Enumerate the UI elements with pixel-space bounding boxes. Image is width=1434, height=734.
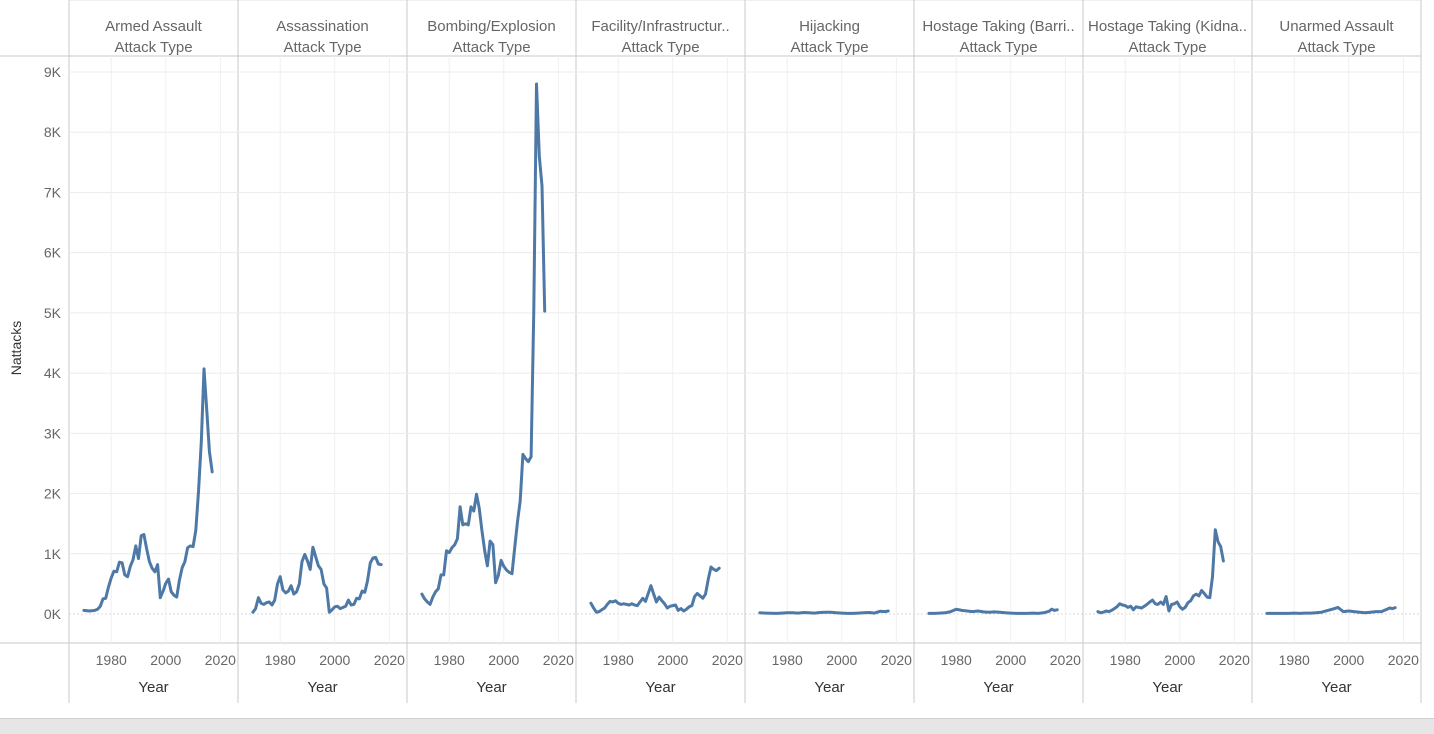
panel-header-field: Attack Type bbox=[621, 39, 699, 56]
x-axis-title: Year bbox=[307, 679, 337, 696]
panel-header-name: Hijacking bbox=[799, 18, 860, 35]
panel-header-name: Bombing/Explosion bbox=[427, 18, 555, 35]
panel-header-name: Assassination bbox=[276, 18, 369, 35]
x-tick-label: 2000 bbox=[826, 652, 857, 668]
panel-header-field: Attack Type bbox=[283, 39, 361, 56]
series-line[interactable] bbox=[589, 565, 721, 614]
x-axis-title: Year bbox=[983, 679, 1013, 696]
panel-headers: Armed Assault Attack Type Assassination Att… bbox=[105, 18, 1394, 56]
x-tick-label: 2020 bbox=[1050, 652, 1081, 668]
x-tick-label: 1980 bbox=[434, 652, 465, 668]
y-tick-label: 2K bbox=[44, 486, 62, 502]
x-tick-label: 2020 bbox=[1388, 652, 1419, 668]
panel-header-name: Hostage Taking (Kidna.. bbox=[1088, 18, 1247, 35]
y-tick-label: 8K bbox=[44, 124, 62, 140]
x-tick-label: 2020 bbox=[1219, 652, 1250, 668]
x-tick-label: 2000 bbox=[995, 652, 1026, 668]
x-tick-label: 1980 bbox=[772, 652, 803, 668]
panel-header-field: Attack Type bbox=[452, 39, 530, 56]
bottom-scroll-strip bbox=[0, 718, 1434, 734]
x-tick-label: 2020 bbox=[881, 652, 912, 668]
series-line[interactable] bbox=[1265, 605, 1397, 615]
x-tick-label: 2000 bbox=[1333, 652, 1364, 668]
x-axis-title: Year bbox=[645, 679, 675, 696]
series-line[interactable] bbox=[1096, 528, 1225, 615]
series-lines bbox=[82, 82, 1397, 615]
panel-header-field: Attack Type bbox=[114, 39, 192, 56]
y-axis: 0K 1K 2K 3K 4K 5K 6K 7K 8K 9K bbox=[44, 64, 62, 622]
y-tick-label: 7K bbox=[44, 184, 62, 200]
y-tick-label: 5K bbox=[44, 305, 62, 321]
series-line[interactable] bbox=[927, 607, 1059, 615]
x-tick-label: 2020 bbox=[712, 652, 743, 668]
y-tick-label: 0K bbox=[44, 606, 62, 622]
x-axis-title: Year bbox=[476, 679, 506, 696]
chart-frame bbox=[0, 0, 1422, 703]
x-tick-label: 1980 bbox=[941, 652, 972, 668]
x-tick-label: 1980 bbox=[603, 652, 634, 668]
y-tick-label: 1K bbox=[44, 546, 62, 562]
x-axis-title: Year bbox=[138, 679, 168, 696]
x-tick-label: 1980 bbox=[96, 652, 127, 668]
y-axis-title: Nattacks bbox=[8, 321, 24, 375]
x-tick-label: 1980 bbox=[1279, 652, 1310, 668]
x-axis-title: Year bbox=[1152, 679, 1182, 696]
y-tick-label: 4K bbox=[44, 365, 62, 381]
x-tick-label: 2000 bbox=[319, 652, 350, 668]
y-tick-label: 6K bbox=[44, 245, 62, 261]
panel-header-name: Facility/Infrastructur.. bbox=[591, 18, 729, 35]
x-tick-label: 1980 bbox=[1110, 652, 1141, 668]
x-tick-label: 2020 bbox=[543, 652, 574, 668]
x-tick-label: 2020 bbox=[374, 652, 405, 668]
x-axes: 1980 2000 2020 Year 1980 2000 2020 Year 1980 2000… bbox=[96, 652, 1420, 696]
x-tick-label: 2000 bbox=[488, 652, 519, 668]
panel-header-field: Attack Type bbox=[1297, 39, 1375, 56]
panel-header-field: Attack Type bbox=[790, 39, 868, 56]
panel-header-name: Hostage Taking (Barri.. bbox=[922, 18, 1074, 35]
y-tick-label: 9K bbox=[44, 64, 62, 80]
x-tick-label: 2000 bbox=[1164, 652, 1195, 668]
panel-header-field: Attack Type bbox=[959, 39, 1037, 56]
panel-header-name: Unarmed Assault bbox=[1279, 18, 1394, 35]
series-line[interactable] bbox=[251, 545, 383, 614]
x-axis-title: Year bbox=[814, 679, 844, 696]
x-tick-label: 1980 bbox=[265, 652, 296, 668]
panel-header-field: Attack Type bbox=[1128, 39, 1206, 56]
series-line[interactable] bbox=[758, 609, 890, 615]
series-line[interactable] bbox=[82, 367, 214, 613]
x-tick-label: 2000 bbox=[657, 652, 688, 668]
panel-header-name: Armed Assault bbox=[105, 18, 203, 35]
x-tick-label: 2000 bbox=[150, 652, 181, 668]
y-tick-label: 3K bbox=[44, 425, 62, 441]
x-axis-title: Year bbox=[1321, 679, 1351, 696]
gridlines bbox=[69, 56, 1421, 643]
series-line[interactable] bbox=[420, 82, 547, 606]
x-tick-label: 2020 bbox=[205, 652, 236, 668]
